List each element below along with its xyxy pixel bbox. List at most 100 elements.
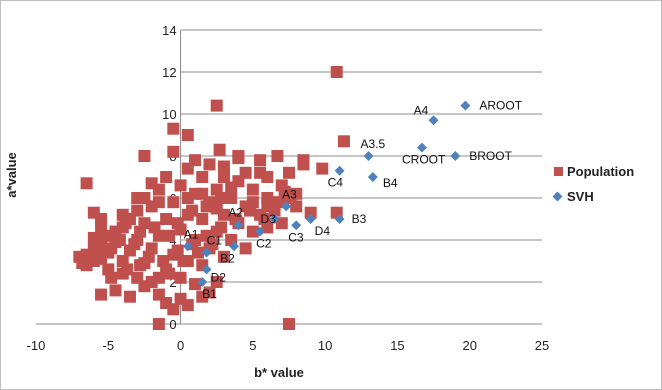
y-axis-title: a*value [4, 152, 19, 198]
svh-point-1 [197, 277, 208, 287]
population-point-105 [76, 257, 89, 270]
population-point-151 [119, 217, 132, 230]
population-point-92 [283, 318, 295, 330]
population-point-118 [290, 187, 303, 200]
population-point-68 [95, 288, 108, 301]
population-point-149 [191, 246, 204, 259]
svh-series [182, 100, 471, 287]
svh-point-8 [269, 214, 280, 224]
population-point-28 [160, 171, 173, 183]
legend: Population SVH [552, 164, 634, 204]
svh-point-6 [255, 226, 266, 237]
population-point-41 [196, 171, 209, 183]
population-point-40 [196, 213, 209, 225]
population-point-147 [163, 229, 176, 242]
svh-point-3 [201, 264, 212, 275]
population-point-153 [90, 246, 103, 259]
population-point-87 [297, 158, 310, 171]
svh-point-16 [428, 115, 439, 126]
population-point-57 [246, 183, 259, 196]
population-point-150 [206, 238, 219, 251]
y-tick-label-5: 10 [162, 107, 176, 122]
x-tick-label-4: 10 [318, 338, 332, 353]
population-point-69 [109, 284, 122, 297]
svh-point-17 [450, 151, 461, 161]
svh-point-13 [363, 151, 374, 161]
population-point-85 [232, 150, 245, 162]
x-tick-label-7: 25 [535, 338, 549, 353]
y-tick-label-1: 2 [169, 275, 176, 290]
svh-label-1: B1 [202, 287, 217, 301]
svh-point-9 [291, 220, 302, 231]
population-point-74 [189, 278, 202, 291]
population-point-88 [316, 162, 329, 175]
svh-label-11: B3 [352, 212, 367, 226]
population-point-17 [131, 204, 144, 217]
svh-label-8: D3 [261, 212, 277, 226]
svh-point-labels: A1 B1 C1 D2 A2 B2 C2 A3 D3 C3 D4 B3 C4 A3.5 B4 CROOT A4 B… [184, 99, 523, 301]
population-point-65 [283, 166, 295, 179]
legend-population-marker [554, 167, 563, 176]
svh-point-15 [417, 142, 427, 153]
svh-label-7: A3 [282, 187, 297, 201]
population-point-148 [177, 255, 190, 267]
svh-point-5 [229, 241, 240, 252]
svh-point-12 [334, 165, 345, 176]
svh-label-9: C3 [288, 230, 304, 244]
x-tick-label-2: 0 [177, 338, 184, 353]
population-point-51 [225, 192, 238, 204]
population-point-76 [210, 276, 223, 288]
population-point-98 [261, 171, 274, 183]
svh-point-7 [281, 201, 292, 212]
population-point-113 [239, 166, 252, 179]
svh-label-4: A2 [228, 205, 243, 219]
population-point-108 [152, 196, 165, 209]
svh-point-0 [182, 241, 193, 252]
population-point-120 [160, 297, 173, 309]
population-point-126 [121, 263, 134, 276]
population-point-95 [189, 154, 202, 167]
x-tick-label-6: 20 [462, 338, 476, 353]
svh-point-2 [201, 247, 212, 258]
population-point-71 [138, 280, 151, 293]
population-point-142 [186, 204, 199, 217]
population-point-86 [271, 150, 284, 162]
population-point-145 [134, 225, 147, 238]
y-tick-label-0: 0 [169, 317, 176, 332]
population-point-141 [171, 217, 184, 230]
x-tick-labels: -10 -5 0 5 10 15 20 25 [27, 338, 550, 353]
svh-label-5: B2 [220, 251, 235, 265]
population-point-101 [95, 213, 108, 225]
population-point-115 [261, 200, 274, 213]
population-point-125 [105, 271, 118, 284]
population-series [73, 66, 350, 330]
x-tick-label-1: -5 [103, 338, 115, 353]
population-point-82 [210, 99, 223, 112]
population-point-133 [171, 244, 184, 257]
population-point-112 [225, 181, 238, 194]
svh-label-3: D2 [211, 270, 227, 284]
population-point-94 [145, 177, 158, 190]
population-point-49 [217, 171, 230, 183]
population-point-79 [167, 122, 180, 135]
svh-point-10 [305, 214, 316, 224]
population-point-70 [123, 290, 136, 303]
svh-label-16: A4 [414, 103, 429, 117]
svh-label-12: C4 [328, 176, 344, 190]
legend-population-label: Population [567, 164, 634, 179]
population-point-56 [246, 225, 259, 238]
svh-label-13: A3.5 [361, 137, 386, 151]
population-point-121 [181, 299, 194, 312]
population-point-77 [80, 177, 93, 190]
population-point-143 [200, 200, 213, 213]
population-point-97 [254, 154, 267, 167]
population-point-31 [174, 271, 187, 284]
population-point-130 [128, 238, 141, 251]
x-axis-title: b* value [254, 365, 304, 380]
population-point-144 [215, 192, 228, 204]
svh-label-0: A1 [184, 227, 199, 241]
population-point-138 [243, 204, 256, 217]
svh-label-18: AROOT [479, 99, 522, 113]
x-tick-label-3: 5 [249, 338, 256, 353]
